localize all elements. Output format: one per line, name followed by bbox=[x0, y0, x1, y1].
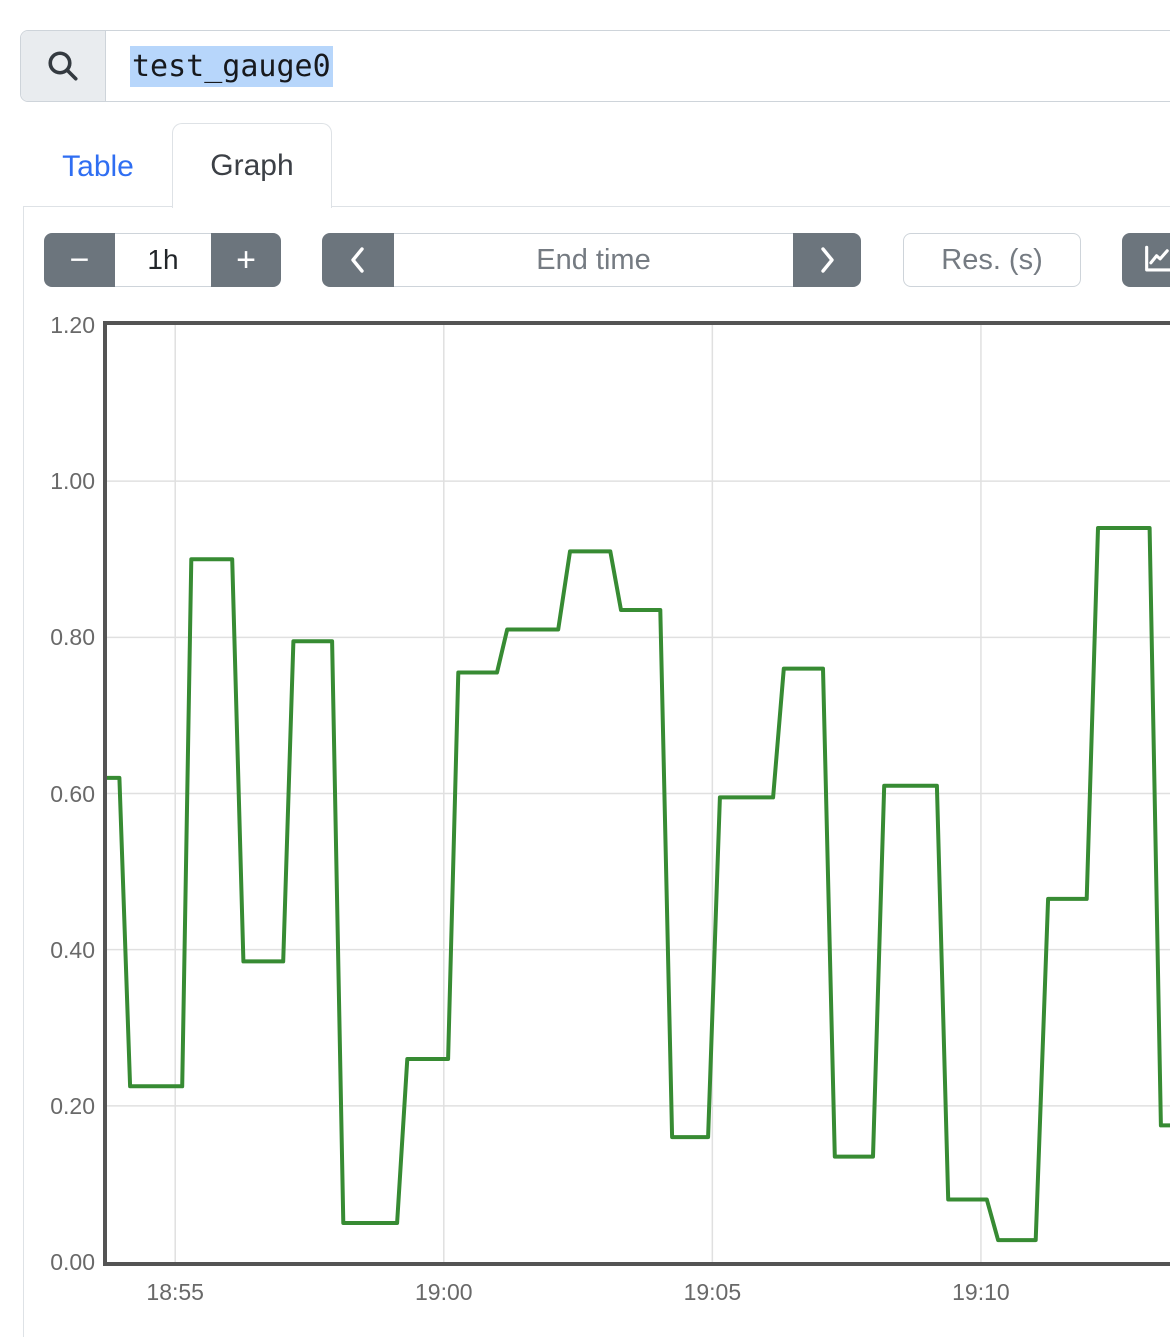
resolution-input[interactable]: Res. (s) bbox=[903, 233, 1081, 287]
resolution-placeholder: Res. (s) bbox=[941, 243, 1043, 276]
range-increase-button[interactable]: + bbox=[211, 233, 281, 287]
search-icon bbox=[48, 51, 78, 81]
x-axis-tick-label: 19:05 bbox=[683, 1279, 742, 1305]
expression-selected-text: test_gauge0 bbox=[130, 45, 333, 87]
series-line bbox=[107, 526, 1170, 1243]
x-axis-tick-label: 19:10 bbox=[952, 1279, 1010, 1305]
chevron-right-icon bbox=[821, 247, 834, 273]
y-axis-tick-label: 0.60 bbox=[50, 780, 95, 807]
shift-back-button[interactable] bbox=[322, 233, 394, 287]
y-axis-tick-label: 0.40 bbox=[50, 936, 95, 963]
y-axis-tick-label: 1.00 bbox=[50, 468, 95, 495]
search-addon bbox=[21, 31, 106, 101]
graph-display-mode-button[interactable] bbox=[1122, 233, 1170, 287]
y-axis-tick-label: 0.80 bbox=[50, 624, 95, 651]
tab-table[interactable]: Table bbox=[62, 150, 134, 183]
expression-search-bar: test_gauge0 bbox=[20, 30, 1170, 102]
line-chart-icon bbox=[1145, 245, 1170, 272]
range-decrease-button[interactable]: − bbox=[44, 233, 115, 287]
chevron-left-icon bbox=[351, 247, 364, 273]
tab-graph[interactable]: Graph bbox=[172, 123, 332, 208]
plot-area[interactable] bbox=[103, 321, 1170, 1266]
y-axis-tick-label: 1.20 bbox=[50, 312, 95, 338]
end-time-placeholder: End time bbox=[536, 243, 651, 276]
y-axis-tick-label: 0.20 bbox=[50, 1092, 95, 1119]
range-input[interactable]: 1h bbox=[115, 233, 211, 287]
y-axis-tick-label: 0.00 bbox=[50, 1249, 95, 1275]
end-time-input[interactable]: End time bbox=[394, 233, 793, 287]
shift-forward-button[interactable] bbox=[793, 233, 861, 287]
expression-input[interactable]: test_gauge0 bbox=[106, 31, 1170, 101]
x-axis-tick-label: 19:00 bbox=[415, 1279, 473, 1305]
x-axis-tick-label: 18:55 bbox=[146, 1279, 204, 1305]
